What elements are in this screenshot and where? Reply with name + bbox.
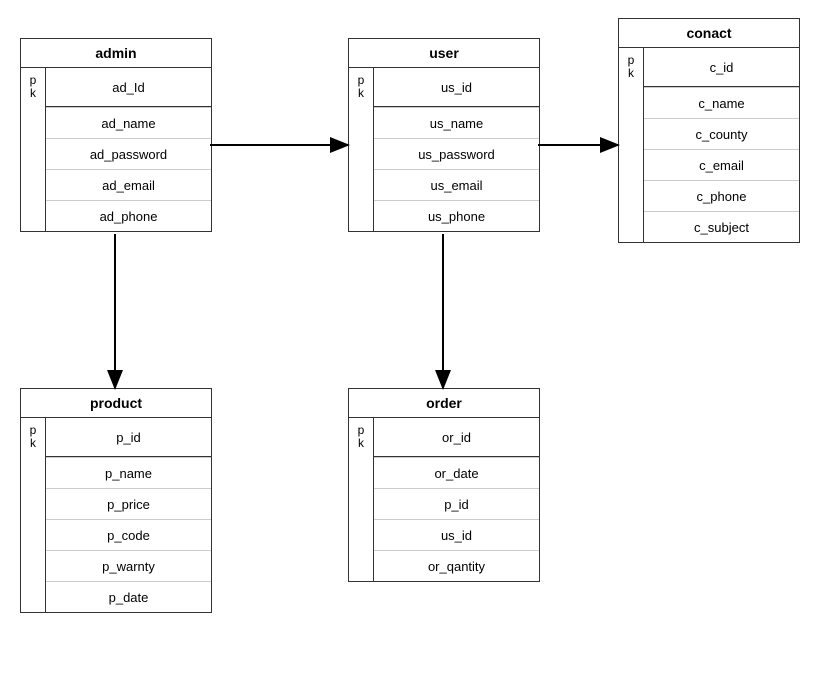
entity-title: order xyxy=(349,389,539,418)
pk-label: pk xyxy=(21,418,45,456)
attr: p_name xyxy=(46,457,211,488)
attr: ad_password xyxy=(46,138,211,169)
entity-admin: admin pk ad_Id ad_name ad_password ad_em… xyxy=(20,38,212,232)
attrs-column: or_id or_date p_id us_id or_qantity xyxy=(374,418,539,581)
attr: or_date xyxy=(374,457,539,488)
attr: us_password xyxy=(374,138,539,169)
pk-empty xyxy=(21,456,45,612)
entity-user: user pk us_id us_name us_password us_ema… xyxy=(348,38,540,232)
attr: ad_email xyxy=(46,169,211,200)
pk-empty xyxy=(619,86,643,242)
attr: p_warnty xyxy=(46,550,211,581)
attr: p_id xyxy=(374,488,539,519)
pk-column: pk xyxy=(349,418,374,581)
attrs-column: p_id p_name p_price p_code p_warnty p_da… xyxy=(46,418,211,612)
attr: c_name xyxy=(644,87,799,118)
pk-attr: p_id xyxy=(46,418,211,457)
attr: us_phone xyxy=(374,200,539,231)
entity-title: conact xyxy=(619,19,799,48)
attr: c_email xyxy=(644,149,799,180)
attr: p_date xyxy=(46,581,211,612)
pk-column: pk xyxy=(349,68,374,231)
attr: c_phone xyxy=(644,180,799,211)
entity-body: pk c_id c_name c_county c_email c_phone … xyxy=(619,48,799,242)
pk-empty xyxy=(21,106,45,231)
pk-attr: us_id xyxy=(374,68,539,107)
pk-label: pk xyxy=(349,68,373,106)
pk-empty xyxy=(349,456,373,581)
entity-body: pk ad_Id ad_name ad_password ad_email ad… xyxy=(21,68,211,231)
attr: us_name xyxy=(374,107,539,138)
pk-attr: ad_Id xyxy=(46,68,211,107)
attr: c_county xyxy=(644,118,799,149)
entity-title: product xyxy=(21,389,211,418)
attrs-column: c_id c_name c_county c_email c_phone c_s… xyxy=(644,48,799,242)
attr: us_id xyxy=(374,519,539,550)
entity-body: pk p_id p_name p_price p_code p_warnty p… xyxy=(21,418,211,612)
entity-title: user xyxy=(349,39,539,68)
attr: c_subject xyxy=(644,211,799,242)
pk-attr: or_id xyxy=(374,418,539,457)
attr: us_email xyxy=(374,169,539,200)
attrs-column: us_id us_name us_password us_email us_ph… xyxy=(374,68,539,231)
pk-label: pk xyxy=(349,418,373,456)
pk-label: pk xyxy=(21,68,45,106)
attr: ad_phone xyxy=(46,200,211,231)
pk-column: pk xyxy=(21,68,46,231)
pk-label: pk xyxy=(619,48,643,86)
attrs-column: ad_Id ad_name ad_password ad_email ad_ph… xyxy=(46,68,211,231)
pk-empty xyxy=(349,106,373,231)
attr: or_qantity xyxy=(374,550,539,581)
attr: ad_name xyxy=(46,107,211,138)
pk-column: pk xyxy=(619,48,644,242)
entity-product: product pk p_id p_name p_price p_code p_… xyxy=(20,388,212,613)
attr: p_code xyxy=(46,519,211,550)
pk-column: pk xyxy=(21,418,46,612)
attr: p_price xyxy=(46,488,211,519)
entity-body: pk or_id or_date p_id us_id or_qantity xyxy=(349,418,539,581)
entity-body: pk us_id us_name us_password us_email us… xyxy=(349,68,539,231)
entity-title: admin xyxy=(21,39,211,68)
entity-contact: conact pk c_id c_name c_county c_email c… xyxy=(618,18,800,243)
entity-order: order pk or_id or_date p_id us_id or_qan… xyxy=(348,388,540,582)
pk-attr: c_id xyxy=(644,48,799,87)
